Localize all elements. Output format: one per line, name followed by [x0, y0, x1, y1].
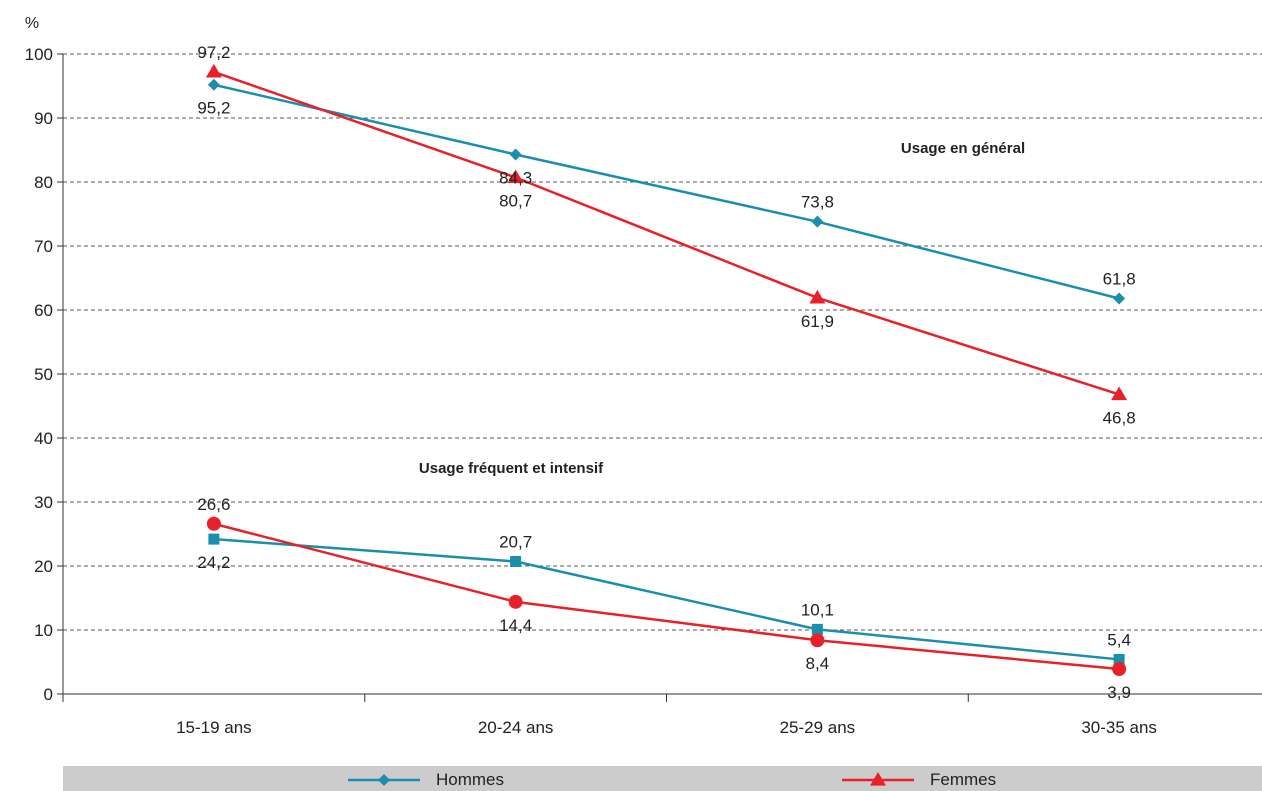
marker-diamond [207, 78, 220, 91]
marker-triangle [809, 289, 826, 304]
x-tick-label: 30-35 ans [1081, 718, 1157, 737]
marker-circle [810, 633, 825, 648]
legend-label: Hommes [436, 770, 504, 789]
y-tick-label: 50 [34, 365, 53, 384]
x-tick-label: 25-29 ans [780, 718, 856, 737]
y-tick-label: 100 [25, 45, 53, 64]
marker-triangle [1111, 386, 1128, 401]
annotation-usage-general: Usage en général [901, 140, 1025, 157]
annotation-usage-intensif: Usage fréquent et intensif [419, 460, 604, 477]
y-tick-label: 30 [34, 493, 53, 512]
data-label: 84,3 [499, 168, 532, 187]
series-lines [213, 70, 1120, 671]
x-tick-label: 15-19 ans [176, 718, 252, 737]
marker-triangle [205, 63, 222, 78]
x-tick-label: 20-24 ans [478, 718, 554, 737]
marker-circle [508, 594, 523, 609]
y-tick-label: 80 [34, 173, 53, 192]
data-label: 14,4 [499, 616, 532, 635]
series-line [213, 70, 1120, 396]
grid [63, 53, 1262, 631]
y-tick-label: 0 [44, 685, 53, 704]
marker-square [1113, 653, 1125, 665]
y-tick-label: 20 [34, 557, 53, 576]
y-tick-label: 60 [34, 301, 53, 320]
markers [205, 63, 1128, 677]
series-line [213, 522, 1120, 671]
data-label: 95,2 [197, 99, 230, 118]
data-label: 97,2 [197, 43, 230, 62]
data-label: 24,2 [197, 553, 230, 572]
marker-triangle [507, 169, 524, 184]
annotations: Usage en général Usage fréquent et intens… [419, 140, 1025, 477]
y-unit-label: % [25, 15, 39, 32]
marker-circle [1112, 662, 1127, 677]
marker-diamond [509, 148, 522, 161]
marker-diamond [1113, 292, 1126, 305]
marker-circle [206, 516, 221, 531]
data-label: 80,7 [499, 192, 532, 211]
data-label: 20,7 [499, 533, 532, 552]
data-label: 73,8 [801, 193, 834, 212]
data-label: 8,4 [806, 654, 830, 673]
marker-diamond [378, 774, 390, 786]
marker-square [510, 556, 522, 568]
series-line [213, 537, 1120, 661]
data-label: 61,8 [1103, 269, 1136, 288]
y-tick-label: 40 [34, 429, 53, 448]
marker-diamond [811, 215, 824, 228]
legend-background [63, 766, 1262, 791]
data-label: 26,6 [197, 495, 230, 514]
y-tick-label: 70 [34, 237, 53, 256]
data-label: 5,4 [1107, 630, 1131, 649]
marker-square [811, 623, 823, 635]
data-labels: 95,2 84,3 73,8 61,8 97,2 80,7 61,9 46,8 24,2 20,7… [197, 43, 1135, 702]
y-tick-label: 10 [34, 621, 53, 640]
data-label: 10,1 [801, 600, 834, 619]
legend: Hommes Femmes [63, 766, 1262, 791]
data-label: 46,8 [1103, 408, 1136, 427]
axes: 0 10 20 30 40 50 60 70 80 90 100% 15-19 ans 20-24 an… [25, 15, 1262, 737]
legend-label: Femmes [930, 770, 996, 789]
series-line [213, 83, 1120, 300]
marker-square [208, 533, 220, 545]
y-tick-label: 90 [34, 109, 53, 128]
data-label: 61,9 [801, 312, 834, 331]
data-label: 3,9 [1107, 683, 1131, 702]
marker-triangle [870, 772, 886, 786]
